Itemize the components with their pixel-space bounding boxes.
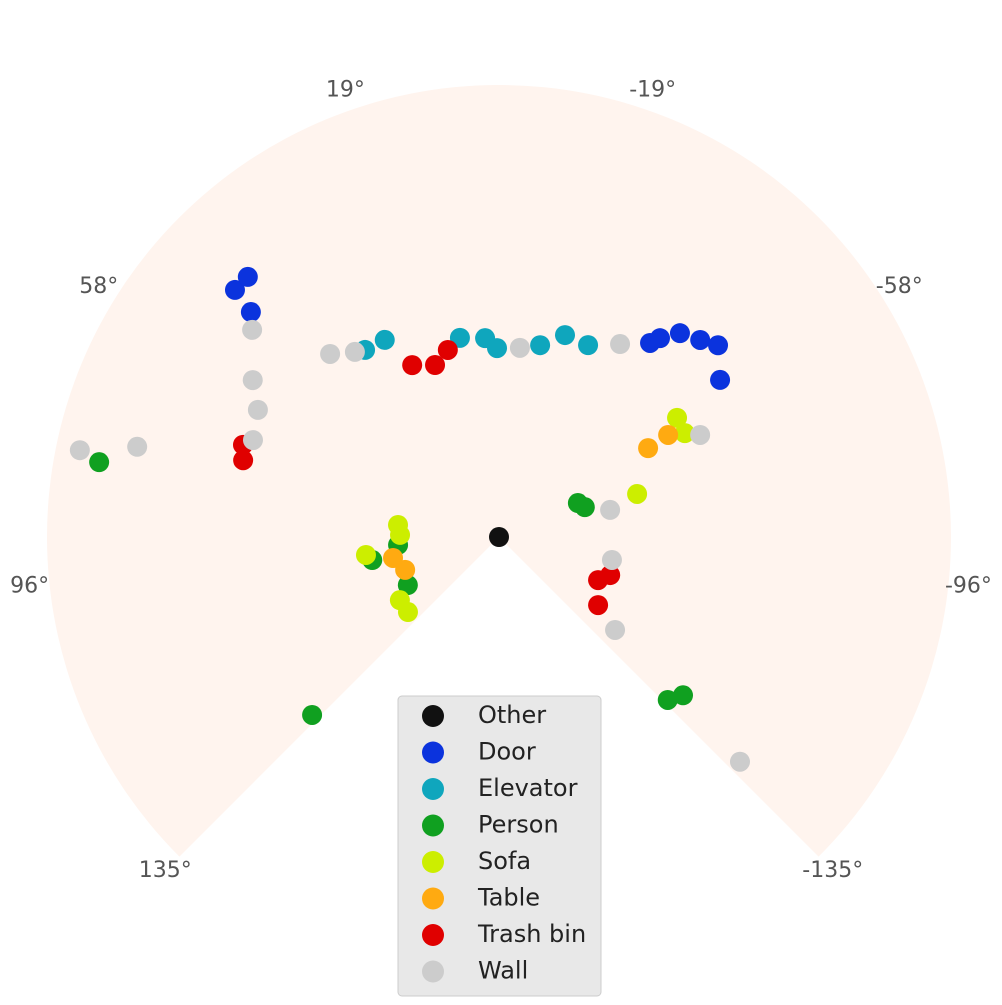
legend-label: Sofa	[478, 847, 531, 875]
point	[650, 328, 671, 349]
theta-tick-label: -58°	[876, 274, 923, 299]
point	[355, 544, 376, 565]
point	[320, 343, 341, 364]
point	[690, 329, 711, 350]
theta-tick-label: 58°	[79, 274, 118, 299]
point	[242, 319, 263, 340]
polar-background	[47, 84, 952, 857]
legend-marker	[422, 960, 444, 983]
point	[708, 335, 729, 356]
point	[667, 407, 688, 428]
point	[674, 423, 695, 444]
legend-box	[397, 695, 602, 997]
point	[600, 499, 621, 520]
point	[240, 302, 261, 323]
point	[127, 436, 148, 457]
legend-label: Elevator	[478, 774, 578, 802]
legend-label: Person	[478, 811, 559, 839]
point	[247, 399, 268, 420]
point	[242, 370, 263, 391]
point	[224, 279, 245, 300]
legend-label: Trash bin	[477, 920, 586, 948]
point	[669, 323, 690, 344]
point	[242, 430, 263, 451]
legend-marker	[422, 741, 444, 764]
point	[89, 452, 110, 473]
point	[578, 335, 599, 356]
point	[233, 450, 254, 471]
point	[658, 424, 679, 445]
point	[610, 334, 631, 355]
point	[395, 559, 416, 580]
point	[690, 424, 711, 445]
point	[710, 369, 731, 390]
legend-label: Wall	[478, 957, 528, 985]
point	[555, 325, 576, 346]
point	[509, 337, 530, 358]
theta-tick-label: 96°	[10, 573, 49, 598]
theta-tick-label: -19°	[629, 78, 676, 103]
point	[449, 327, 470, 348]
point	[600, 565, 621, 586]
theta-tick-label: -135°	[802, 858, 863, 883]
point	[673, 685, 694, 706]
point	[402, 355, 423, 376]
point	[605, 619, 626, 640]
point	[397, 602, 418, 623]
point	[69, 440, 90, 461]
point	[638, 438, 659, 459]
point	[237, 266, 258, 287]
point	[489, 527, 509, 547]
legend-label: Table	[477, 884, 540, 912]
legend-marker	[422, 924, 444, 946]
point	[374, 329, 395, 350]
legend-marker	[422, 851, 444, 873]
point	[601, 549, 622, 570]
theta-tick-label: 19°	[326, 78, 365, 103]
point	[397, 575, 418, 596]
point	[425, 354, 446, 375]
point	[574, 497, 595, 518]
point	[390, 524, 411, 545]
legend-marker	[422, 887, 444, 910]
point	[302, 704, 323, 725]
legend-marker	[422, 814, 444, 837]
legend-marker	[422, 778, 444, 800]
point	[344, 341, 365, 362]
legend-marker	[422, 705, 444, 727]
point	[627, 483, 648, 504]
point	[729, 751, 750, 772]
theta-tick-label: -96°	[945, 573, 992, 598]
point	[530, 335, 551, 356]
point	[437, 339, 458, 360]
legend-label: Other	[478, 701, 546, 729]
point	[588, 595, 609, 616]
point	[487, 338, 508, 359]
legend-label: Door	[478, 738, 536, 766]
theta-tick-label: 135°	[139, 858, 192, 883]
point	[657, 689, 678, 710]
